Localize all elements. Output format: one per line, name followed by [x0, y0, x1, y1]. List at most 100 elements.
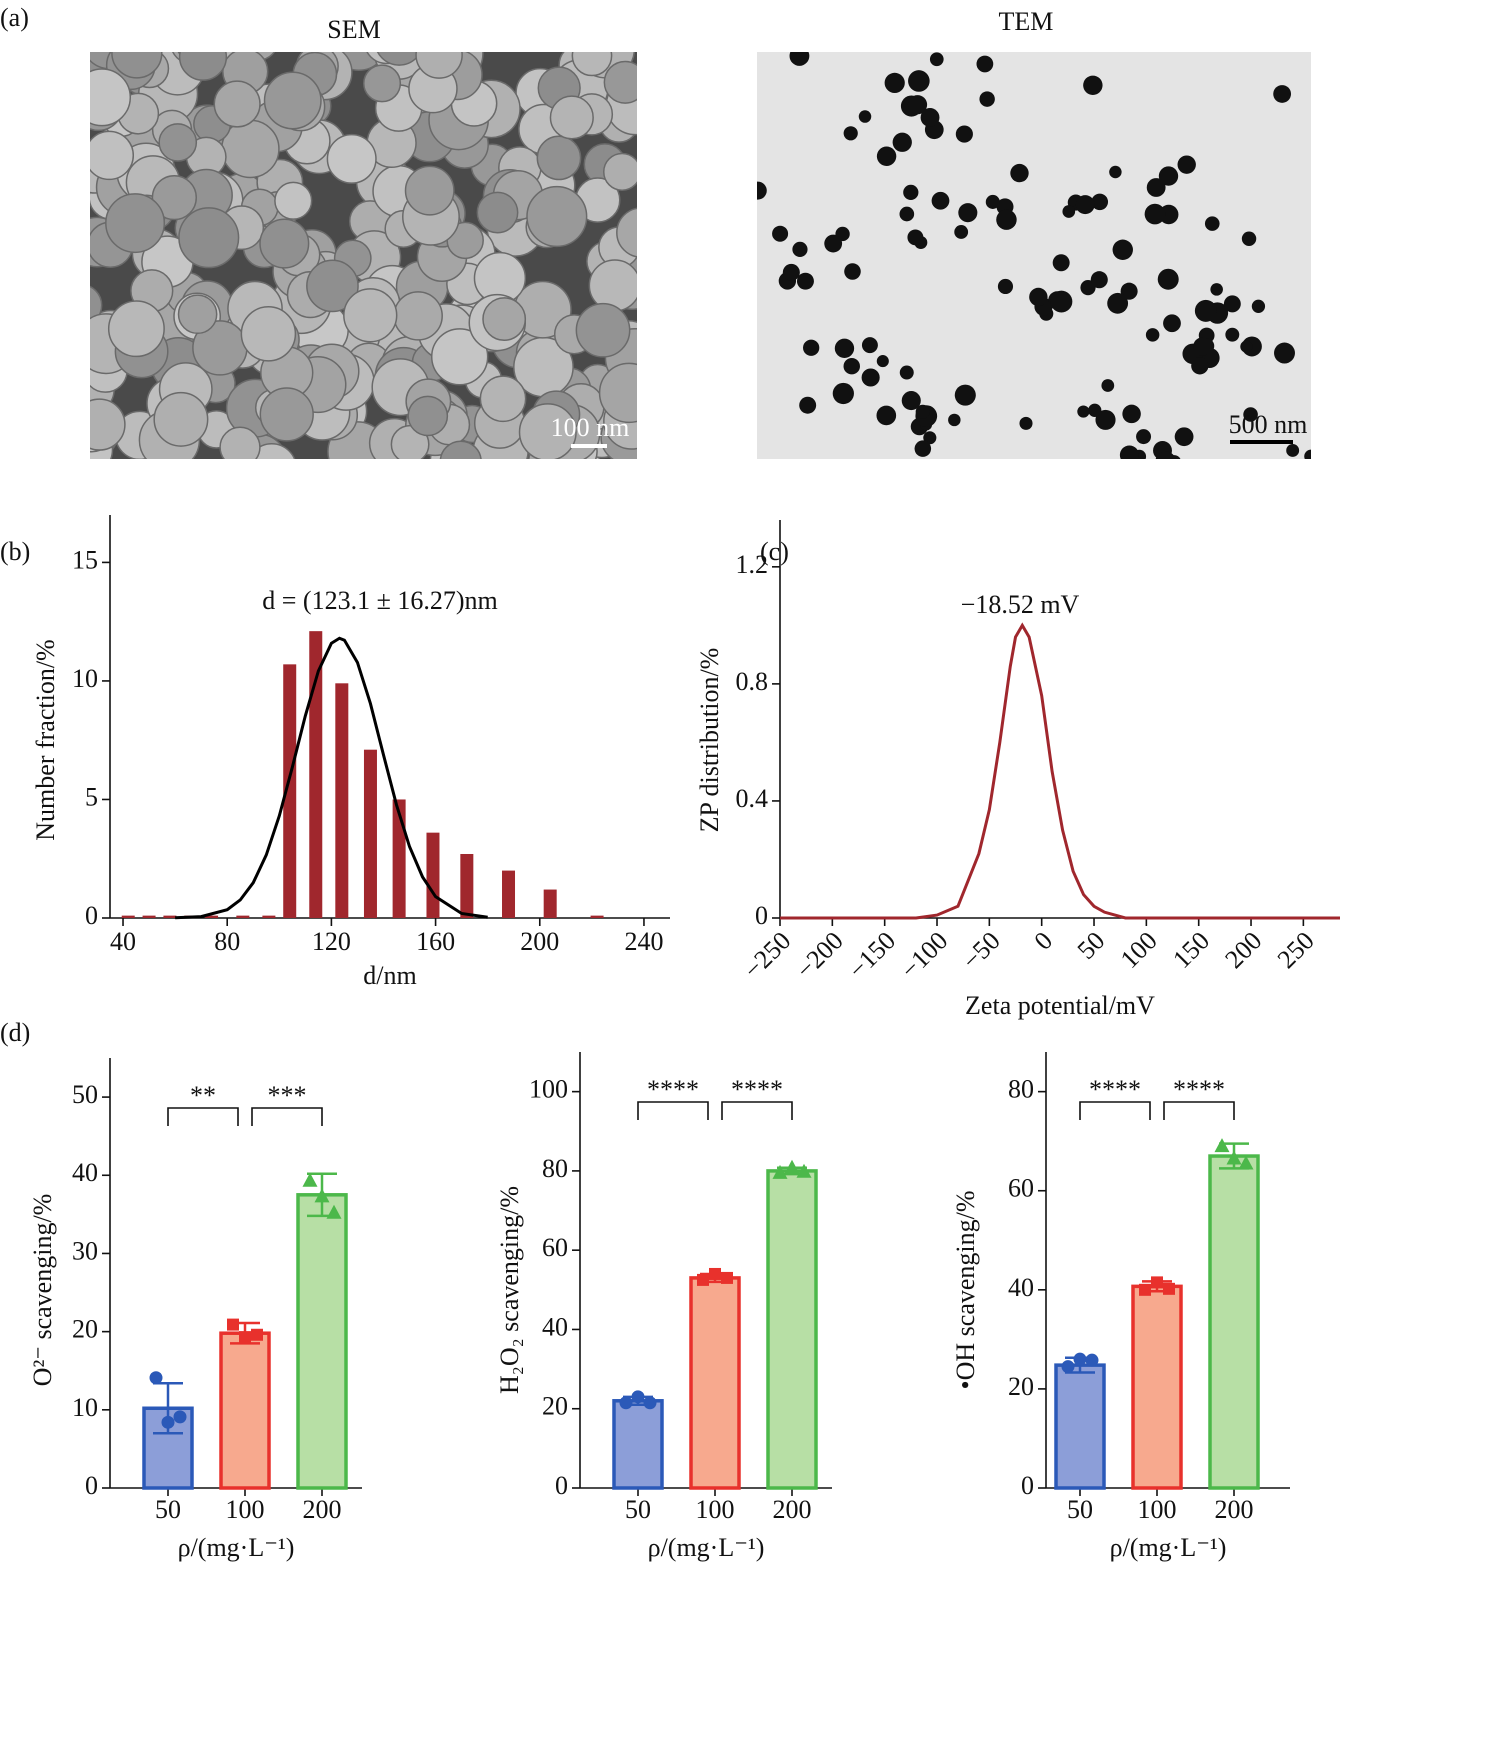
sem-particle: [526, 185, 588, 248]
bar: [502, 870, 516, 918]
bar: [262, 915, 276, 918]
tem-particle: [1120, 282, 1138, 300]
sem-particle: [259, 387, 314, 442]
sem-particle: [105, 193, 166, 254]
sem-particle: [274, 181, 313, 220]
tem-particle: [1177, 155, 1196, 174]
tem-particle: [997, 278, 1014, 295]
tem-particle: [1136, 429, 1152, 445]
x-tick-label: 50: [625, 1495, 651, 1524]
tem-particle: [915, 404, 930, 419]
sem-particles: [90, 52, 637, 459]
significance-bracket: [251, 1107, 323, 1126]
tem-particle: [1077, 405, 1090, 418]
tem-particle: [976, 55, 994, 73]
tem-particle: [876, 146, 897, 166]
point: [1151, 1276, 1163, 1289]
y-tick-label: 0: [85, 1471, 98, 1500]
bar: [426, 832, 440, 918]
tem-particle: [843, 126, 858, 141]
tem-particle: [1145, 328, 1160, 342]
y-axis-label: O²⁻ scavenging/%: [28, 1194, 57, 1387]
tem-particle: [1146, 178, 1166, 197]
sem-particle: [603, 152, 637, 191]
point: [1226, 1150, 1242, 1165]
bar: [163, 915, 177, 918]
tem-particle: [1273, 85, 1292, 103]
sem-particle: [263, 71, 322, 130]
sem-particle: [393, 291, 443, 341]
tem-particle: [1174, 427, 1194, 447]
sem-particle: [588, 259, 637, 312]
tem-particle: [1050, 290, 1073, 313]
tem-particle: [1062, 205, 1076, 218]
x-tick-label: 50: [155, 1495, 181, 1524]
y-axis-label: ZP distribution/%: [695, 648, 724, 833]
tem-particle: [861, 337, 878, 354]
sem-particle: [376, 52, 422, 66]
scale-bar-label: 100 nm: [551, 413, 630, 442]
sem-particle: [536, 135, 582, 181]
tem-particle: [903, 184, 919, 201]
x-tick-label: −250: [738, 926, 796, 984]
significance-bracket: [167, 1107, 239, 1126]
tem-particle: [757, 181, 767, 200]
y-tick-label: 0: [755, 901, 768, 930]
significance-label: ****: [1089, 1075, 1141, 1104]
sem-particle: [518, 403, 577, 459]
tem-particle: [892, 132, 912, 152]
point: [1073, 1352, 1087, 1366]
scale-bar-label: 500 nm: [1229, 410, 1308, 439]
tem-particle: [1155, 451, 1176, 459]
y-tick-label: 40: [72, 1158, 98, 1187]
x-tick-label: 50: [1072, 926, 1111, 965]
tem-particle: [803, 339, 820, 356]
x-tick-label: 200: [520, 927, 559, 956]
sem-particle: [213, 80, 261, 128]
bar: [142, 915, 156, 918]
annotation: −18.52 mV: [961, 590, 1080, 619]
tem-particle: [1090, 271, 1108, 289]
sem-particle: [575, 302, 631, 358]
y-tick-label: 5: [85, 782, 98, 811]
bar: [205, 915, 219, 918]
point: [149, 1371, 163, 1385]
bar: [363, 749, 377, 918]
y-tick-label: 60: [542, 1233, 568, 1262]
sem-particle: [363, 64, 402, 103]
significance-label: ****: [731, 1075, 783, 1104]
image-title: TEM: [999, 7, 1054, 36]
panel-label: (a): [0, 3, 29, 32]
tem-particle: [824, 234, 843, 253]
bar: [689, 1276, 741, 1490]
x-tick-label: 80: [214, 927, 240, 956]
point: [1163, 1282, 1175, 1295]
x-axis-label: Zeta potential/mV: [965, 991, 1155, 1020]
sem-particle: [90, 130, 135, 181]
x-tick-label: 120: [312, 927, 351, 956]
tem-particle: [929, 52, 944, 67]
tem-particle: [979, 91, 995, 107]
x-tick-label: 100: [1115, 926, 1163, 974]
bar: [309, 631, 323, 918]
tem-particle: [914, 440, 932, 457]
tem-particle: [796, 272, 814, 290]
sem-particle: [479, 375, 527, 423]
tem-particle: [954, 225, 969, 239]
tem-particle: [923, 431, 937, 445]
tem-particle: [1119, 445, 1139, 459]
panel-label: (d): [0, 1018, 30, 1047]
sem-particle: [343, 288, 398, 343]
tem-particle: [858, 110, 872, 123]
sem-particle: [476, 191, 519, 234]
x-axis-label: d/nm: [363, 961, 416, 990]
line: [780, 622, 1340, 920]
x-axis-label: ρ/(mg·L⁻¹): [1110, 1533, 1227, 1562]
x-tick-label: −50: [957, 926, 1006, 975]
y-tick-label: 0: [1021, 1471, 1034, 1500]
y-tick-label: 20: [1008, 1372, 1034, 1401]
point: [239, 1331, 251, 1344]
sem-particle: [219, 426, 261, 459]
tem-particle: [1083, 75, 1103, 96]
significance-bracket: [1163, 1101, 1235, 1120]
